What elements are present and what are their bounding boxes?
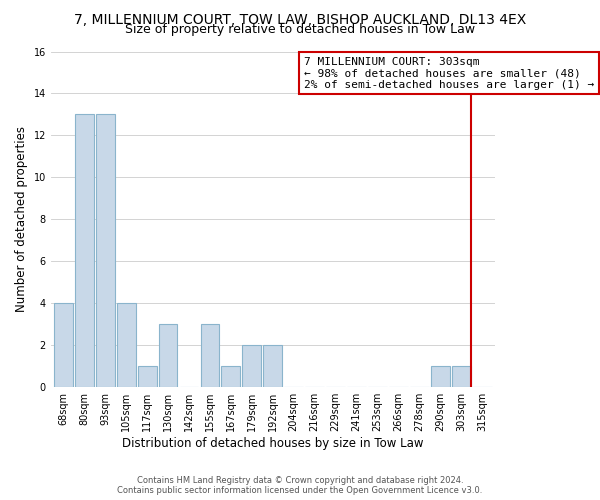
Y-axis label: Number of detached properties: Number of detached properties xyxy=(15,126,28,312)
Bar xyxy=(242,345,261,387)
Text: 7 MILLENNIUM COURT: 303sqm
← 98% of detached houses are smaller (48)
2% of semi-: 7 MILLENNIUM COURT: 303sqm ← 98% of deta… xyxy=(304,56,594,90)
Bar xyxy=(75,114,94,387)
Bar xyxy=(158,324,178,387)
Bar xyxy=(137,366,157,387)
Text: 7, MILLENNIUM COURT, TOW LAW, BISHOP AUCKLAND, DL13 4EX: 7, MILLENNIUM COURT, TOW LAW, BISHOP AUC… xyxy=(74,12,526,26)
Bar xyxy=(54,304,73,387)
Bar xyxy=(117,304,136,387)
Bar xyxy=(431,366,449,387)
X-axis label: Distribution of detached houses by size in Tow Law: Distribution of detached houses by size … xyxy=(122,437,424,450)
Bar xyxy=(96,114,115,387)
Text: Size of property relative to detached houses in Tow Law: Size of property relative to detached ho… xyxy=(125,22,475,36)
Bar xyxy=(452,366,470,387)
Bar xyxy=(221,366,240,387)
Bar xyxy=(200,324,220,387)
Text: Contains HM Land Registry data © Crown copyright and database right 2024.
Contai: Contains HM Land Registry data © Crown c… xyxy=(118,476,482,495)
Bar xyxy=(263,345,282,387)
